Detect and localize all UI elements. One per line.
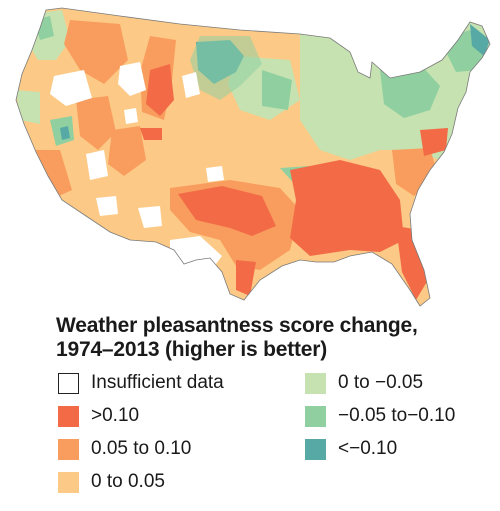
legend-item-005-010: 0.05 to 0.10 — [58, 436, 191, 462]
legend-swatch-005-010 — [58, 438, 79, 460]
legend-label-005-010: 0.05 to 0.10 — [91, 438, 192, 459]
map-title-line1: Weather pleasantness score change, — [56, 314, 418, 337]
us-weather-map — [15, 7, 491, 307]
legend-swatch-lt-neg010 — [305, 438, 326, 460]
legend-label-0-neg005: 0 to −0.05 — [338, 372, 424, 393]
legend-label-gt-010: >0.10 — [91, 405, 140, 426]
map-title: Weather pleasantness score change, 1974–… — [56, 314, 496, 362]
legend-item-insufficient: Insufficient data — [58, 370, 224, 396]
legend-item-gt-010: >0.10 — [58, 403, 139, 429]
legend-swatch-neg005-neg010 — [305, 405, 326, 427]
legend-label-0-005: 0 to 0.05 — [91, 471, 165, 492]
map-title-line2: 1974–2013 (higher is better) — [56, 338, 328, 361]
legend-swatch-0-005 — [58, 471, 79, 493]
legend-item-0-neg005: 0 to −0.05 — [305, 370, 423, 396]
legend-label-lt-neg010: <−0.10 — [338, 438, 398, 459]
legend-swatch-gt-010 — [58, 405, 79, 427]
legend-item-lt-neg010: <−0.10 — [305, 436, 397, 462]
legend-swatch-insufficient — [58, 372, 79, 394]
legend-label-insufficient: Insufficient data — [91, 372, 224, 393]
legend-item-neg005-neg010: −0.05 to−0.10 — [305, 403, 455, 429]
legend-label-neg005-neg010: −0.05 to−0.10 — [338, 405, 456, 426]
legend-swatch-0-neg005 — [305, 372, 326, 394]
legend-item-0-005: 0 to 0.05 — [58, 469, 165, 495]
